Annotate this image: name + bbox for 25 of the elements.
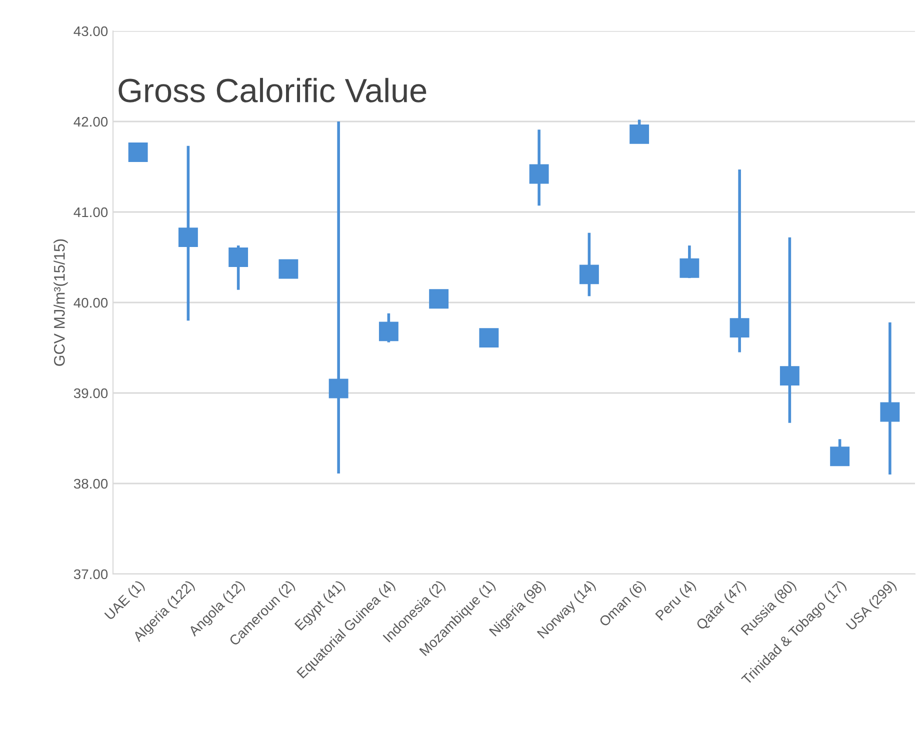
point — [830, 446, 850, 466]
y-axis-title: GCV MJ/m³(15/15) — [54, 239, 68, 366]
y-tick-label: 42.00 — [74, 116, 108, 127]
point — [328, 378, 348, 398]
y-tick-label: 38.00 — [74, 478, 108, 489]
point — [780, 366, 800, 386]
point — [680, 258, 700, 278]
point — [529, 164, 549, 184]
point — [630, 124, 650, 144]
point — [178, 228, 198, 248]
y-tick-label: 41.00 — [74, 207, 108, 218]
text: Gross Calorific Value — [118, 78, 426, 102]
point — [378, 322, 398, 342]
point — [479, 328, 499, 348]
y-tick-label: 43.00 — [74, 26, 108, 36]
y-tick-label: 39.00 — [74, 388, 108, 398]
point — [730, 318, 750, 338]
point — [429, 289, 449, 309]
point — [128, 142, 148, 162]
y-tick-label: 37.00 — [74, 569, 108, 580]
y-tick-label: 40.00 — [74, 298, 108, 308]
point — [880, 402, 900, 422]
point — [228, 248, 248, 267]
point — [579, 264, 599, 284]
point — [278, 259, 298, 279]
